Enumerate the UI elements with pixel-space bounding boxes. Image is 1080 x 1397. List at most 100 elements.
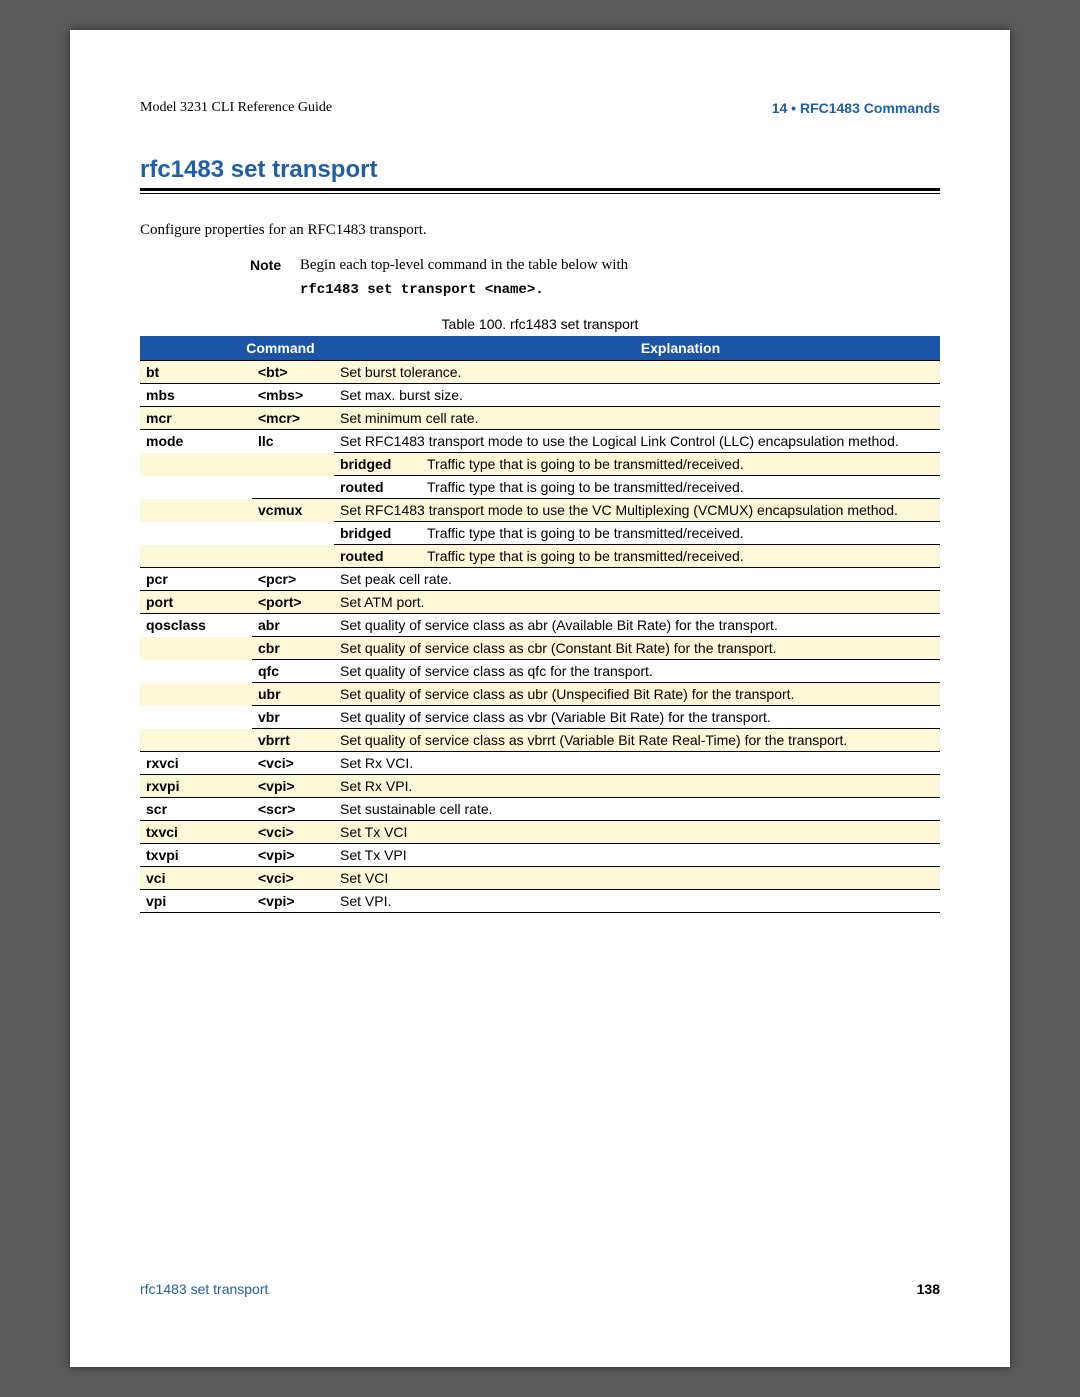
cell-command: rxvci (140, 752, 252, 775)
cell-explanation: Set max. burst size. (334, 384, 940, 407)
cell-arg1 (252, 476, 334, 499)
cell-arg1: <port> (252, 591, 334, 614)
cell-command: port (140, 591, 252, 614)
table-row: mcr<mcr>Set minimum cell rate. (140, 407, 940, 430)
title-rule-thick (140, 188, 940, 191)
cell-explanation: Traffic type that is going to be transmi… (421, 522, 940, 545)
cell-arg2: bridged (334, 522, 421, 545)
cell-command (140, 476, 252, 499)
cell-arg1: <vpi> (252, 890, 334, 913)
table-header-row: Command Explanation (140, 336, 940, 361)
cell-explanation: Set quality of service class as vbr (Var… (334, 706, 940, 729)
cell-command: rxvpi (140, 775, 252, 798)
cell-command: vpi (140, 890, 252, 913)
cell-arg1: abr (252, 614, 334, 637)
cell-explanation: Set ATM port. (334, 591, 940, 614)
cell-explanation: Traffic type that is going to be transmi… (421, 545, 940, 568)
table-row: ubrSet quality of service class as ubr (… (140, 683, 940, 706)
cell-explanation: Set burst tolerance. (334, 361, 940, 384)
table-row: vpi<vpi>Set VPI. (140, 890, 940, 913)
cell-arg1: <bt> (252, 361, 334, 384)
cell-arg1: <pcr> (252, 568, 334, 591)
table-row: qosclassabrSet quality of service class … (140, 614, 940, 637)
cell-explanation: Set Tx VPI (334, 844, 940, 867)
table-row: modellcSet RFC1483 transport mode to use… (140, 430, 940, 453)
table-row: vbrSet quality of service class as vbr (… (140, 706, 940, 729)
cell-arg1: qfc (252, 660, 334, 683)
header-left: Model 3231 CLI Reference Guide (140, 100, 332, 116)
cell-command: vci (140, 867, 252, 890)
cell-arg1 (252, 545, 334, 568)
cell-arg2: bridged (334, 453, 421, 476)
cell-command: txvci (140, 821, 252, 844)
cell-explanation: Set quality of service class as cbr (Con… (334, 637, 940, 660)
cell-explanation: Set quality of service class as abr (Ava… (334, 614, 940, 637)
cell-arg1: cbr (252, 637, 334, 660)
table-row: qfcSet quality of service class as qfc f… (140, 660, 940, 683)
table-row: port<port>Set ATM port. (140, 591, 940, 614)
cell-command (140, 545, 252, 568)
cell-command (140, 660, 252, 683)
page: Model 3231 CLI Reference Guide 14 • RFC1… (70, 30, 1010, 1367)
cell-arg1: llc (252, 430, 334, 453)
cell-explanation: Set quality of service class as vbrrt (V… (334, 729, 940, 752)
cell-arg1: <vpi> (252, 775, 334, 798)
cell-arg1: <mcr> (252, 407, 334, 430)
running-header: Model 3231 CLI Reference Guide 14 • RFC1… (140, 100, 940, 116)
cell-explanation: Set Tx VCI (334, 821, 940, 844)
cell-explanation: Set VCI (334, 867, 940, 890)
intro-paragraph: Configure properties for an RFC1483 tran… (140, 222, 940, 239)
table-row: txvci<vci>Set Tx VCI (140, 821, 940, 844)
table-row: cbrSet quality of service class as cbr (… (140, 637, 940, 660)
cell-command (140, 683, 252, 706)
table-row: bt<bt>Set burst tolerance. (140, 361, 940, 384)
title-rule-thin (140, 193, 940, 194)
note-code: rfc1483 set transport <name>. (300, 282, 940, 298)
cell-arg2: routed (334, 476, 421, 499)
cell-command (140, 522, 252, 545)
cell-explanation: Set quality of service class as ubr (Uns… (334, 683, 940, 706)
cell-command: bt (140, 361, 252, 384)
cell-explanation: Set peak cell rate. (334, 568, 940, 591)
cell-command: mode (140, 430, 252, 453)
cell-arg1: <scr> (252, 798, 334, 821)
cell-arg1: ubr (252, 683, 334, 706)
cell-command (140, 453, 252, 476)
cell-explanation: Set RFC1483 transport mode to use the Lo… (334, 430, 940, 453)
table-row: rxvpi<vpi>Set Rx VPI. (140, 775, 940, 798)
table-row: pcr<pcr>Set peak cell rate. (140, 568, 940, 591)
table-row: vbrrtSet quality of service class as vbr… (140, 729, 940, 752)
cell-arg1: <vpi> (252, 844, 334, 867)
cell-arg1: <vci> (252, 821, 334, 844)
table-caption: Table 100. rfc1483 set transport (140, 316, 940, 332)
cell-explanation: Set Rx VPI. (334, 775, 940, 798)
cell-arg1: vcmux (252, 499, 334, 522)
cell-command (140, 729, 252, 752)
cell-command (140, 499, 252, 522)
table-row: bridgedTraffic type that is going to be … (140, 522, 940, 545)
cell-explanation: Traffic type that is going to be transmi… (421, 476, 940, 499)
cell-arg1: vbrrt (252, 729, 334, 752)
cell-arg1: <vci> (252, 867, 334, 890)
cell-command: txvpi (140, 844, 252, 867)
cell-command: scr (140, 798, 252, 821)
cell-explanation: Set quality of service class as qfc for … (334, 660, 940, 683)
table-row: bridgedTraffic type that is going to be … (140, 453, 940, 476)
table-row: scr<scr>Set sustainable cell rate. (140, 798, 940, 821)
note-text: Begin each top-level command in the tabl… (300, 257, 820, 274)
footer: rfc1483 set transport 138 (140, 1281, 940, 1297)
cell-explanation: Set Rx VCI. (334, 752, 940, 775)
table-row: rxvci<vci>Set Rx VCI. (140, 752, 940, 775)
table-row: vci<vci>Set VCI (140, 867, 940, 890)
cell-arg1: <vci> (252, 752, 334, 775)
cell-arg1 (252, 522, 334, 545)
cell-command: qosclass (140, 614, 252, 637)
cell-explanation: Traffic type that is going to be transmi… (421, 453, 940, 476)
cell-command (140, 706, 252, 729)
cell-explanation: Set RFC1483 transport mode to use the VC… (334, 499, 940, 522)
cell-explanation: Set VPI. (334, 890, 940, 913)
table-row: routedTraffic type that is going to be t… (140, 545, 940, 568)
cell-explanation: Set minimum cell rate. (334, 407, 940, 430)
note-block: Note Begin each top-level command in the… (250, 257, 940, 274)
command-table: Command Explanation bt<bt>Set burst tole… (140, 336, 940, 912)
